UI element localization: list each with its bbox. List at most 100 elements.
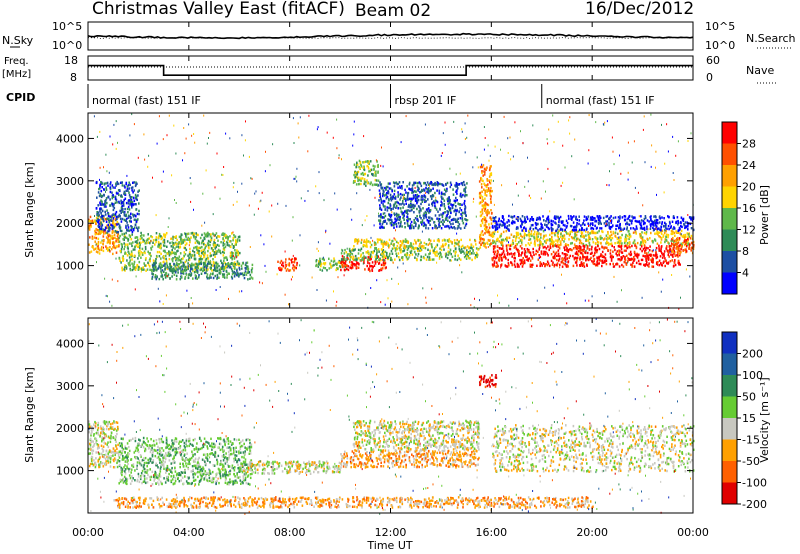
- power-cell: [444, 207, 446, 210]
- power-cell: [180, 237, 183, 241]
- power-cell: [620, 245, 623, 248]
- power-cell: [616, 250, 619, 253]
- power-cell: [456, 187, 459, 190]
- power-cell: [415, 190, 417, 193]
- power-cell: [525, 255, 527, 258]
- power-cell: [165, 232, 168, 235]
- power-cell: [424, 181, 426, 185]
- power-cell: [532, 233, 535, 236]
- power-cell: [393, 246, 396, 250]
- power-cell: [422, 214, 425, 217]
- power-cell: [540, 228, 543, 231]
- power-cell: [98, 222, 100, 226]
- power-cell: [460, 248, 463, 251]
- power-cell: [521, 265, 524, 268]
- power-cell: [129, 183, 131, 186]
- power-cell: [416, 195, 419, 198]
- power-cell: [614, 242, 616, 245]
- power-cell: [686, 241, 688, 244]
- power-cell: [418, 210, 420, 213]
- power-cell: [631, 257, 633, 261]
- power-cell: [160, 275, 162, 278]
- power-cell: [115, 192, 118, 195]
- power-cell: [128, 256, 131, 259]
- power-cell: [226, 235, 229, 238]
- power-cell: [626, 222, 629, 226]
- power-cell: [363, 239, 366, 242]
- power-cell: [278, 268, 281, 271]
- power-cell: [398, 256, 400, 259]
- power-cell: [456, 238, 458, 242]
- power-cell: [672, 215, 675, 218]
- power-cell: [125, 265, 127, 268]
- power-cell: [362, 173, 365, 176]
- power-cell: [200, 254, 202, 258]
- power-cell: [247, 269, 249, 272]
- power-cell: [375, 183, 377, 186]
- power-cell: [524, 233, 526, 236]
- power-cell: [414, 224, 417, 228]
- power-cell: [163, 238, 165, 242]
- power-cell: [233, 263, 235, 266]
- power-cell: [421, 189, 423, 192]
- power-cell: [351, 265, 354, 268]
- power-cell: [402, 199, 404, 203]
- power-cell: [113, 241, 116, 244]
- power-cell: [231, 277, 234, 280]
- power-cell: [592, 241, 595, 244]
- power-cell: [233, 270, 236, 274]
- power-cell: [557, 252, 560, 255]
- power-cell: [542, 253, 545, 256]
- power-cell: [619, 226, 621, 229]
- power-cell: [520, 234, 522, 237]
- power-cell: [391, 258, 393, 262]
- power-cell: [366, 245, 368, 248]
- power-cell: [123, 265, 126, 269]
- power-cell: [371, 261, 374, 264]
- power-cell: [421, 221, 424, 224]
- power-cell: [398, 213, 400, 217]
- power-cell: [379, 219, 382, 222]
- power-cell: [480, 237, 482, 241]
- power-cell: [102, 230, 105, 233]
- power-cell: [521, 251, 524, 254]
- power-cell: [380, 267, 382, 270]
- power-cell: [244, 263, 247, 266]
- power-cell: [365, 238, 368, 241]
- power-cell: [650, 253, 652, 256]
- power-cell: [202, 266, 204, 269]
- power-cell: [155, 277, 158, 281]
- power-cell: [350, 264, 353, 267]
- power-cell: [280, 267, 283, 270]
- power-cell: [482, 164, 485, 167]
- power-cell: [88, 228, 91, 231]
- power-cell: [213, 264, 216, 267]
- power-cell: [462, 193, 464, 197]
- power-cell: [360, 165, 363, 168]
- power-cell: [585, 238, 587, 241]
- power-cell: [575, 256, 578, 260]
- power-cell: [355, 175, 358, 178]
- power-cell: [120, 250, 122, 253]
- power-cell: [529, 251, 532, 254]
- power-cell: [596, 250, 598, 254]
- power-cell: [130, 203, 133, 206]
- power-cell: [210, 276, 212, 279]
- power-cell: [624, 215, 627, 218]
- power-cell: [114, 229, 117, 233]
- power-cell: [564, 259, 567, 263]
- power-cell: [423, 214, 426, 217]
- power-cell: [291, 267, 294, 270]
- power-cell: [137, 245, 139, 248]
- power-cell: [351, 260, 353, 264]
- power-cell: [361, 171, 364, 175]
- power-cell: [171, 270, 173, 273]
- power-cell: [357, 266, 360, 269]
- power-cell: [640, 241, 642, 244]
- power-cell: [115, 210, 118, 214]
- power-cell: [655, 255, 657, 258]
- power-cell: [619, 241, 621, 244]
- power-cell: [452, 222, 454, 225]
- power-cell: [367, 161, 369, 165]
- power-cell: [481, 165, 484, 169]
